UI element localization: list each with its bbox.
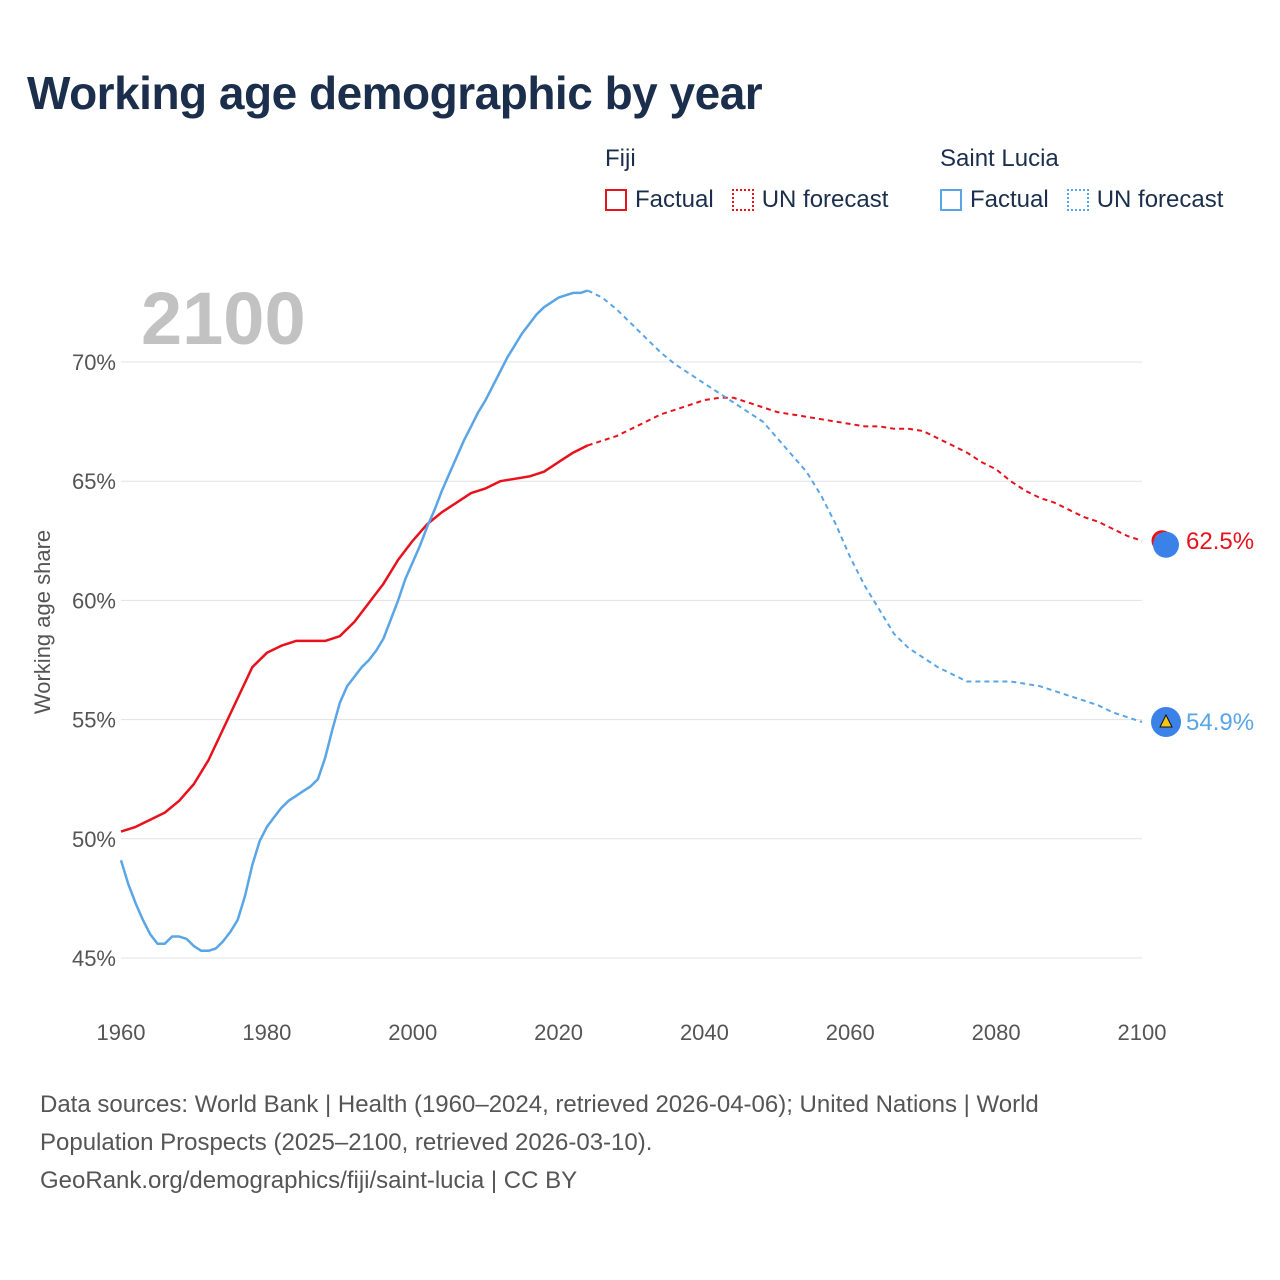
x-tick-label: 2080	[972, 1020, 1021, 1045]
source-line: Data sources: World Bank | Health (1960–…	[40, 1091, 1039, 1118]
x-tick-label: 1980	[242, 1020, 291, 1045]
line-chart: 2100 45% 50% 55% 60% 65% 70% 1960 1980 2000 2020 20…	[30, 277, 1254, 1045]
x-tick-label: 2000	[388, 1020, 437, 1045]
legend-group-title: Fiji	[605, 145, 636, 172]
series-line-saint-lucia-factual	[119, 289, 589, 953]
year-label: 2100	[141, 277, 306, 360]
end-label-saint-lucia: 54.9%	[1186, 709, 1254, 736]
y-tick-label: 45%	[72, 946, 116, 971]
source-note: Data sources: World Bank | Health (1960–…	[40, 1086, 1220, 1200]
legend-item-fiji-forecast[interactable]: UN forecast	[731, 186, 889, 214]
legend-label: Factual	[635, 186, 714, 213]
series-line-fiji-factual	[120, 444, 589, 833]
series-line-saint-lucia-forecast	[587, 289, 1143, 723]
legend-item-saint-lucia-factual[interactable]: Factual	[940, 186, 1049, 214]
x-tick-label: 2040	[680, 1020, 729, 1045]
x-tick-label: 2020	[534, 1020, 583, 1045]
source-line: Population Prospects (2025–2100, retriev…	[40, 1129, 653, 1156]
legend-swatch	[940, 189, 962, 211]
x-tick-label: 2100	[1118, 1020, 1167, 1045]
legend-label: Factual	[970, 186, 1049, 213]
legend-group-title: Saint Lucia	[940, 145, 1059, 172]
y-tick-label: 70%	[72, 350, 116, 375]
legend-group-fiji: Fiji Factual UN forecast	[605, 144, 906, 214]
legend-group-saint-lucia: Saint Lucia Factual UN forecast	[940, 144, 1241, 214]
legend-label: UN forecast	[1096, 186, 1224, 213]
x-tick-label: 1960	[97, 1020, 146, 1045]
end-label-fiji: 62.5%	[1186, 528, 1254, 555]
x-tick-label: 2060	[826, 1020, 875, 1045]
saint-lucia-flag-triangle	[1159, 713, 1173, 728]
y-tick-label: 55%	[72, 708, 116, 733]
y-tick-label: 50%	[72, 827, 116, 852]
source-line: GeoRank.org/demographics/fiji/saint-luci…	[40, 1167, 578, 1194]
y-axis-title: Working age share	[30, 530, 55, 714]
legend-swatch	[1066, 189, 1089, 211]
y-tick-label: 65%	[72, 469, 116, 494]
legend-item-fiji-factual[interactable]: Factual	[605, 186, 714, 214]
saint-lucia-flag-icon	[1153, 531, 1179, 558]
y-tick-label: 60%	[72, 588, 116, 613]
series-line-fiji-forecast	[587, 396, 1143, 542]
legend-swatch	[605, 189, 627, 211]
legend-label: UN forecast	[761, 186, 889, 213]
legend-item-saint-lucia-forecast[interactable]: UN forecast	[1066, 186, 1224, 214]
chart-title: Working age demographic by year	[27, 67, 763, 119]
legend-swatch	[731, 189, 754, 211]
